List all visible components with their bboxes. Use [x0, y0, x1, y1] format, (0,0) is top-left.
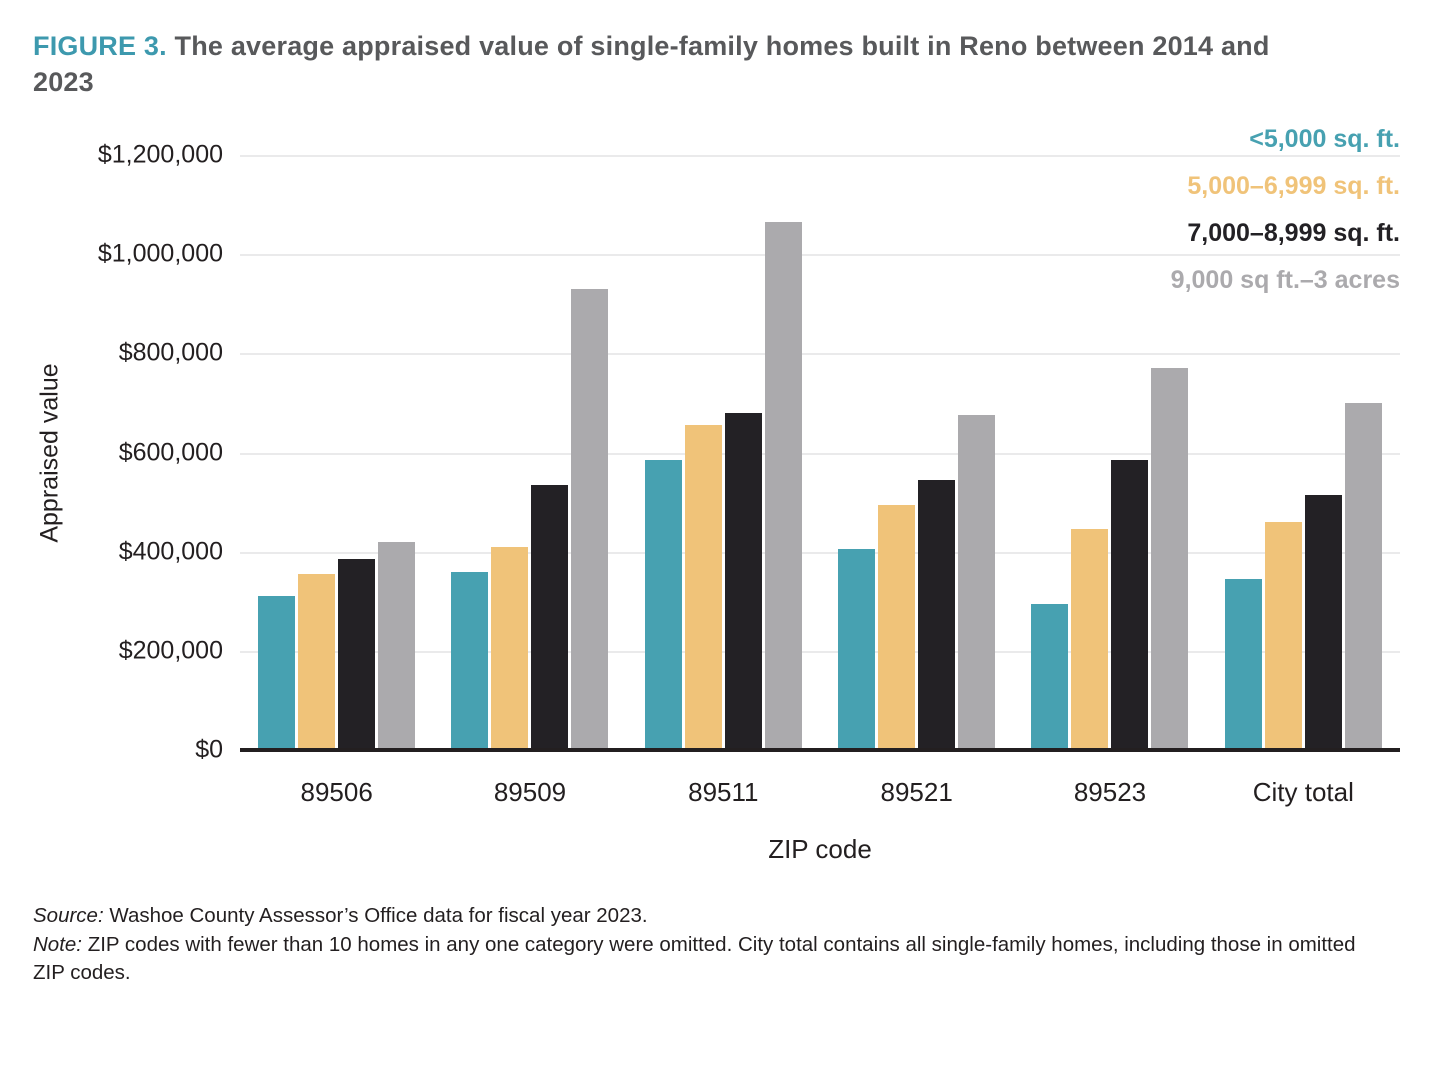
gridline: [240, 650, 1400, 653]
gridline: [240, 452, 1400, 455]
x-axis-line: [240, 748, 1400, 752]
bar-lt-5000-sqft-89506: [258, 596, 296, 750]
y-tick-label: $0: [195, 735, 223, 764]
bar-9000sqft-3acres-89506: [378, 541, 416, 750]
bar-groups: [240, 155, 1400, 750]
bar-9000sqft-3acres-89509: [571, 288, 609, 750]
y-axis-title: Appraised value: [35, 363, 64, 543]
note-label: Note:: [33, 932, 82, 956]
source-note: Source: Washoe County Assessor’s Office …: [33, 902, 1381, 931]
y-tick-label: $400,000: [118, 537, 223, 566]
bar-5000-6999-sqft-89509: [491, 546, 529, 750]
bar-lt-5000-sqft-89521: [838, 549, 876, 750]
y-tick-label: $1,000,000: [97, 239, 223, 268]
y-tick-label: $600,000: [118, 438, 223, 466]
x-tick-label-89506: 89506: [300, 777, 373, 807]
bar-7000-8999-sqft-89523: [1111, 459, 1149, 750]
bar-9000sqft-3acres-89511: [764, 221, 802, 750]
gridline: [240, 155, 1400, 157]
bar-lt-5000-sqft-city-total: [1224, 578, 1262, 750]
bar-5000-6999-sqft-89521: [878, 504, 916, 750]
x-axis-title: ZIP code: [768, 834, 872, 864]
figure-number: FIGURE 3.: [33, 31, 167, 62]
note-text: ZIP codes with fewer than 10 homes in an…: [33, 932, 1356, 985]
x-axis-ticks: 89506 89509 89511 89521 89523 City total: [240, 777, 1400, 808]
source-label: Source:: [33, 904, 104, 927]
legend: <5,000 sq. ft. 5,000–6,999 sq. ft. 7,000–8…: [1171, 116, 1400, 304]
method-note: Note: ZIP codes with fewer than 10 homes…: [33, 931, 1381, 988]
x-tick-label-89523: 89523: [1073, 777, 1147, 807]
bar-group-city-total: [1207, 155, 1400, 750]
gridline: [240, 254, 1400, 257]
y-tick-label: $200,000: [118, 636, 223, 665]
bar-lt-5000-sqft-89523: [1031, 603, 1069, 750]
bar-group-89523: [1013, 155, 1206, 750]
bar-group-89506: [240, 155, 433, 750]
bar-5000-6999-sqft-89523: [1071, 529, 1109, 750]
bar-group-89511: [627, 155, 820, 750]
bar-9000sqft-3acres-89523: [1151, 368, 1189, 750]
legend-item-7000-8999-sqft: 7,000–8,999 sq. ft.: [1187, 219, 1400, 247]
gridline: [240, 353, 1400, 356]
x-tick-label-89521: 89521: [880, 777, 953, 807]
bar-5000-6999-sqft-89511: [684, 425, 722, 750]
bar-7000-8999-sqft-89509: [531, 484, 569, 750]
x-tick-label-89511: 89511: [688, 777, 759, 807]
bar-group-89509: [433, 155, 626, 750]
bar-5000-6999-sqft-89506: [298, 573, 336, 750]
gridline: [240, 551, 1400, 554]
bar-5000-6999-sqft-city-total: [1264, 521, 1302, 750]
y-tick-label: $1,200,000: [97, 140, 223, 169]
bar-lt-5000-sqft-89511: [644, 459, 682, 750]
source-text: Washoe County Assessor’s Office data for…: [109, 904, 648, 927]
y-tick-label: $800,000: [118, 338, 223, 367]
bar-lt-5000-sqft-89509: [451, 571, 489, 750]
bar-7000-8999-sqft-89506: [338, 559, 376, 750]
bar-9000sqft-3acres-city-total: [1344, 402, 1382, 750]
legend-item-5000-6999-sqft: 5,000–6,999 sq. ft.: [1187, 172, 1400, 200]
x-tick-label-89509: 89509: [493, 777, 567, 807]
bar-7000-8999-sqft-89521: [918, 479, 956, 750]
plot-area: $1,200,000 $1,000,000 $800,000 $600,000 $400…: [98, 141, 1400, 764]
bar-7000-8999-sqft-89511: [724, 412, 762, 750]
bar-group-89521: [820, 155, 1013, 750]
x-tick-label-city-total: City total: [1252, 777, 1354, 807]
bar-7000-8999-sqft-city-total: [1304, 494, 1342, 750]
legend-item-lt-5000-sqft: <5,000 sq. ft.: [1249, 125, 1400, 153]
figure-title-text: The average appraised value of single-fa…: [33, 31, 1270, 98]
figure-title: FIGURE 3. The average appraised value of…: [33, 28, 1333, 100]
legend-item-9000sqft-3acres: 9,000 sq ft.–3 acres: [1170, 266, 1400, 294]
bar-9000sqft-3acres-89521: [958, 415, 996, 750]
footnotes: Source: Washoe County Assessor’s Office …: [33, 902, 1381, 988]
